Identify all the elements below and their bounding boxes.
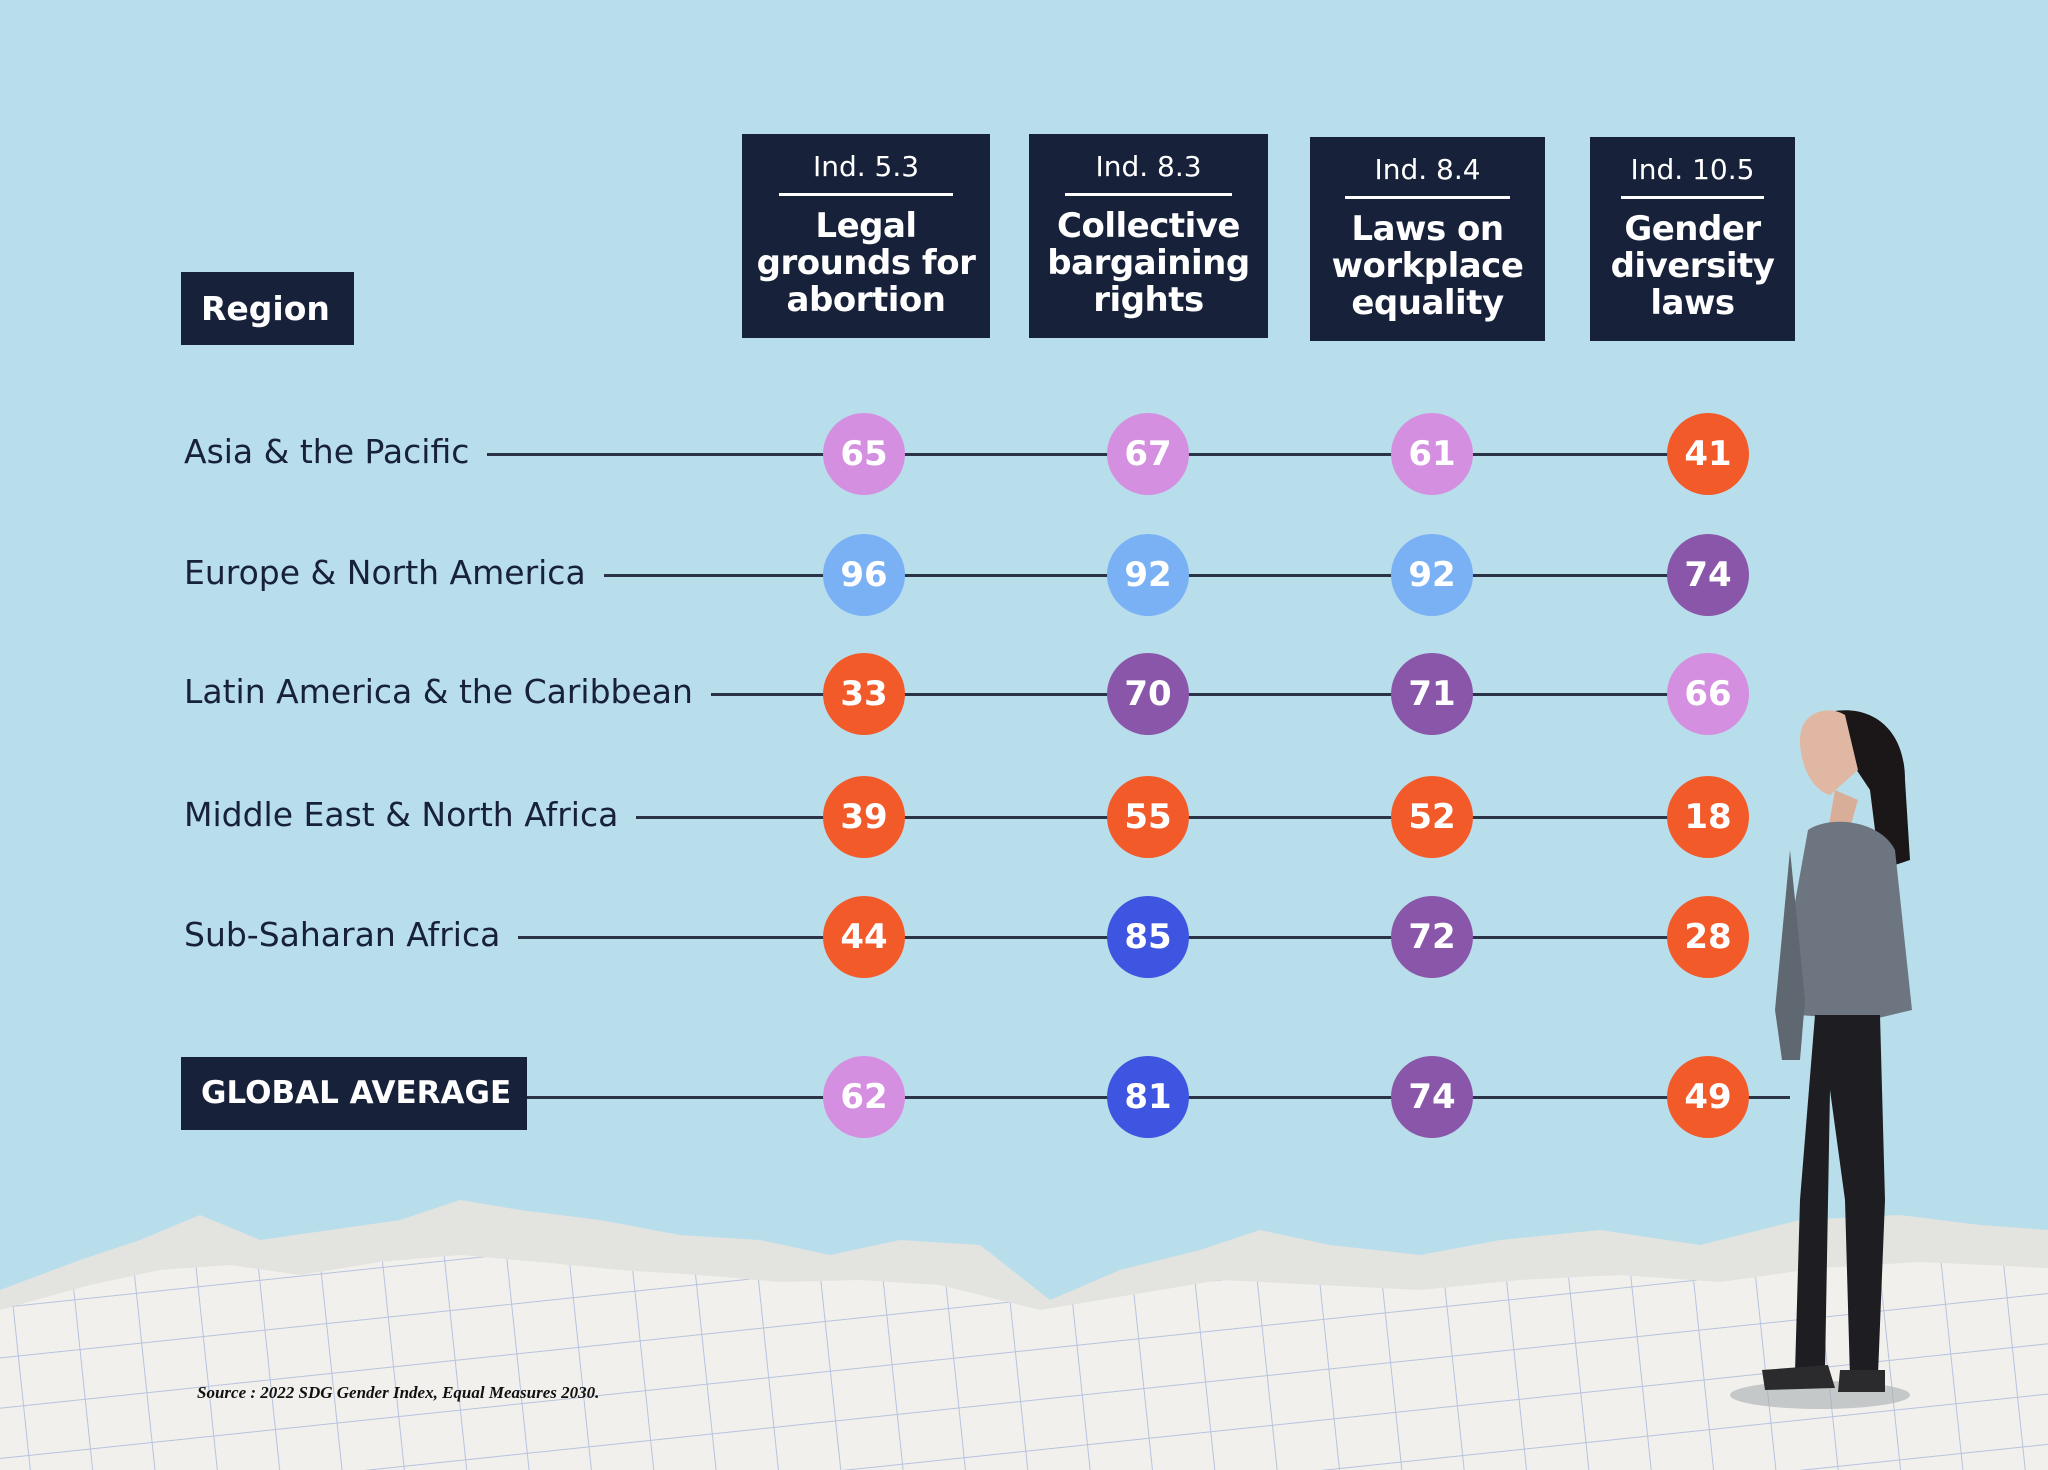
value-circle: 74 bbox=[1391, 1056, 1473, 1138]
indicator-name-line: Collective bbox=[1057, 206, 1240, 246]
value-circle: 67 bbox=[1107, 413, 1189, 495]
indicator-code: Ind. 8.4 bbox=[1345, 153, 1510, 199]
indicator-name-line: Gender bbox=[1624, 209, 1761, 249]
value-circle: 44 bbox=[823, 896, 905, 978]
indicator-name: Legal grounds for abortion bbox=[742, 208, 990, 319]
value-circle: 52 bbox=[1391, 776, 1473, 858]
row-connector-line bbox=[440, 453, 1710, 456]
value-circle: 18 bbox=[1667, 776, 1749, 858]
indicator-name-line: bargaining bbox=[1047, 243, 1250, 283]
value-circle: 33 bbox=[823, 653, 905, 735]
value-circle: 92 bbox=[1391, 534, 1473, 616]
indicator-name-line: Laws on bbox=[1351, 209, 1504, 249]
column-header: Ind. 8.3 Collective bargaining rights bbox=[1029, 134, 1268, 338]
indicator-code: Ind. 8.3 bbox=[1064, 150, 1233, 196]
value-circle: 62 bbox=[823, 1056, 905, 1138]
value-circle: 96 bbox=[823, 534, 905, 616]
row-connector-line bbox=[440, 574, 1710, 577]
region-label: Latin America & the Caribbean bbox=[184, 672, 711, 712]
indicator-name: Laws on workplace equality bbox=[1310, 211, 1545, 322]
indicator-code: Ind. 10.5 bbox=[1620, 153, 1765, 199]
column-header: Ind. 5.3 Legal grounds for abortion bbox=[742, 134, 990, 338]
value-circle: 81 bbox=[1107, 1056, 1189, 1138]
column-header: Ind. 8.4 Laws on workplace equality bbox=[1310, 137, 1545, 341]
value-circle: 65 bbox=[823, 413, 905, 495]
row-connector-line bbox=[440, 936, 1710, 939]
value-circle: 74 bbox=[1667, 534, 1749, 616]
value-circle: 41 bbox=[1667, 413, 1749, 495]
value-circle: 71 bbox=[1391, 653, 1473, 735]
indicator-name-line: grounds for bbox=[756, 243, 976, 283]
person-illustration bbox=[1730, 710, 1912, 1409]
indicator-name-line: diversity bbox=[1610, 246, 1775, 286]
indicator-name: Collective bargaining rights bbox=[1029, 208, 1268, 319]
region-label: Middle East & North Africa bbox=[184, 795, 637, 835]
source-note: Source : 2022 SDG Gender Index, Equal Me… bbox=[197, 1383, 600, 1402]
value-circle: 39 bbox=[823, 776, 905, 858]
indicator-name: Gender diversity laws bbox=[1590, 211, 1795, 322]
value-circle: 55 bbox=[1107, 776, 1189, 858]
value-circle: 92 bbox=[1107, 534, 1189, 616]
row-connector-line bbox=[440, 816, 1710, 819]
column-header: Ind. 10.5 Gender diversity laws bbox=[1590, 137, 1795, 341]
indicator-code: Ind. 5.3 bbox=[779, 150, 953, 196]
indicator-name-line: laws bbox=[1650, 283, 1735, 323]
region-label: Asia & the Pacific bbox=[184, 432, 488, 472]
indicator-name-line: abortion bbox=[786, 280, 946, 320]
indicator-name-line: equality bbox=[1351, 283, 1504, 323]
value-circle: 28 bbox=[1667, 896, 1749, 978]
indicator-name-line: workplace bbox=[1331, 246, 1524, 286]
region-header: Region bbox=[181, 272, 354, 345]
region-label: Sub-Saharan Africa bbox=[184, 915, 519, 955]
value-circle: 72 bbox=[1391, 896, 1473, 978]
indicator-name-line: rights bbox=[1093, 280, 1204, 320]
indicator-name-line: Legal bbox=[815, 206, 917, 246]
value-circle: 61 bbox=[1391, 413, 1473, 495]
value-circle: 66 bbox=[1667, 653, 1749, 735]
region-label: Europe & North America bbox=[184, 553, 604, 593]
value-circle: 49 bbox=[1667, 1056, 1749, 1138]
value-circle: 70 bbox=[1107, 653, 1189, 735]
row-connector-line bbox=[440, 693, 1710, 696]
value-circle: 85 bbox=[1107, 896, 1189, 978]
global-average-label: GLOBAL AVERAGE bbox=[181, 1057, 527, 1130]
